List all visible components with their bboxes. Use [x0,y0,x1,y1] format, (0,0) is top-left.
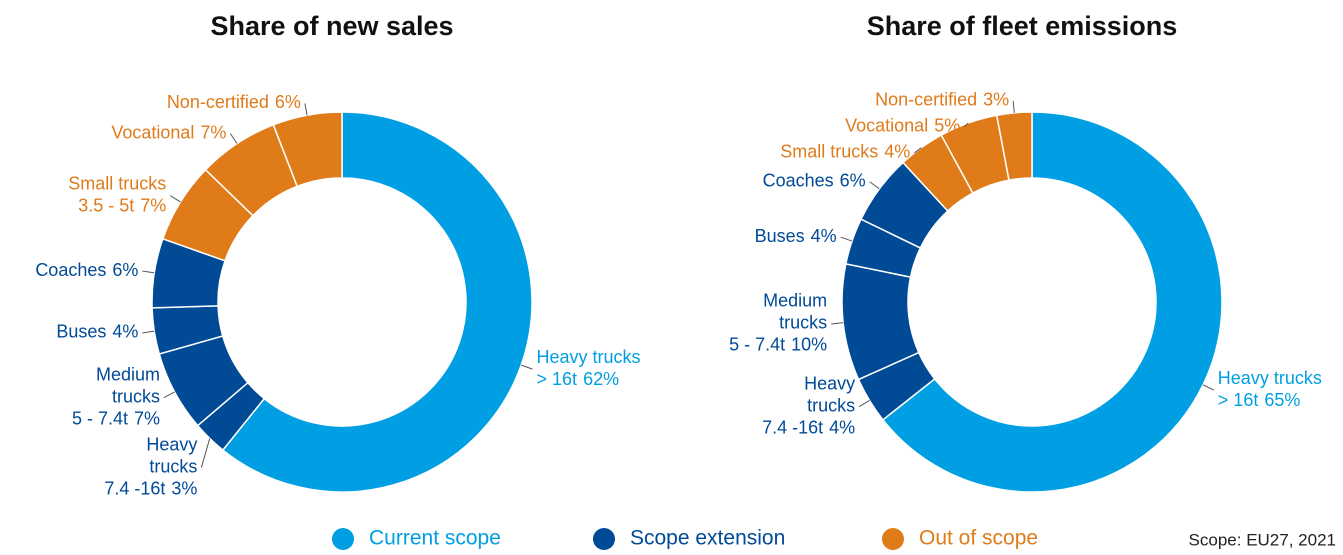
segment-label: Coaches 6% [763,170,866,190]
donut-segment [995,111,1033,182]
legend-swatch [882,528,904,550]
leader-line [521,364,533,370]
category-label: trucks [807,395,855,415]
legend-swatch [332,528,354,550]
category-label: Medium [96,364,160,384]
category-label: Heavy trucks [537,347,641,367]
category-label: Coaches [763,170,834,190]
legend-label: Current scope [369,527,501,550]
value-label: 7% [200,122,226,142]
value-label: 4% [884,142,910,162]
leader-line [230,133,238,144]
category-label: Non-certified [167,92,269,112]
leader-line [142,330,155,334]
category-label: Buses [755,226,805,246]
category-label: Heavy trucks [1218,368,1322,388]
segment-label: Non-certified 3% [875,90,1009,110]
category-label: 5 - 7.4t [72,408,128,428]
value-label: 4% [829,417,855,437]
donut-segment [221,111,533,493]
category-label: 5 - 7.4t [729,335,785,355]
value-label: 4% [112,322,138,342]
value-label: 6% [840,170,866,190]
leader-line [1012,100,1015,113]
category-label: Small trucks [68,173,166,193]
category-label: trucks [149,456,197,476]
category-label: Non-certified [875,90,977,110]
leader-line [858,399,870,408]
value-label: 10% [791,335,827,355]
category-label: Small trucks [780,142,878,162]
segment-label: Heavy trucks> 16t 65% [1218,368,1322,410]
donut-segment [881,111,1223,493]
leader-line [169,195,181,203]
value-label: 6% [112,260,138,280]
category-label: Heavy [804,373,855,393]
legend-label: Out of scope [919,527,1038,550]
segment-label: Non-certified 6% [167,92,301,112]
category-label: Heavy [146,434,197,454]
category-label: Vocational [111,122,194,142]
chart-title: Share of new sales [210,11,453,41]
value-label: 3% [983,90,1009,110]
category-label: Buses [56,322,106,342]
leader-line [840,236,853,242]
category-label: 7.4 -16t [104,478,165,498]
category-label: Vocational [845,116,928,136]
category-label: Coaches [35,260,106,280]
value-label: 7% [134,408,160,428]
segment-label: Vocational 7% [111,122,226,142]
value-label: 62% [583,369,619,389]
category-label: > 16t [1218,390,1259,410]
legend-swatch [593,528,615,550]
leader-line [1202,384,1215,391]
leader-line [913,147,922,154]
leader-line [869,181,880,190]
chart-title: Share of fleet emissions [867,11,1178,41]
leader-line [142,270,155,274]
value-label: 5% [934,116,960,136]
segment-label: Buses 4% [755,226,837,246]
value-label: 6% [275,92,301,112]
category-label: trucks [112,386,160,406]
category-label: > 16t [537,369,578,389]
category-label: 3.5 - 5t [78,195,134,215]
segment-label: Small trucks 4% [780,142,910,162]
category-label: trucks [779,313,827,333]
value-label: 4% [811,226,837,246]
value-label: 7% [140,195,166,215]
donut-segment [272,111,343,188]
leader-line [304,103,308,116]
segment-label: Vocational 5% [845,116,960,136]
leader-line [963,122,969,128]
source-note: Scope: EU27, 2021 [1189,530,1336,549]
category-label: Medium [763,291,827,311]
value-label: 65% [1264,390,1300,410]
legend-label: Scope extension [630,527,785,550]
leader-line [831,322,844,325]
value-label: 3% [171,478,197,498]
segment-label: Heavy trucks> 16t 62% [537,347,641,389]
leader-line [200,438,211,468]
leader-line [163,391,175,399]
segment-label: Buses 4% [56,322,138,342]
category-label: 7.4 -16t [762,417,823,437]
segment-label: Coaches 6% [35,260,138,280]
